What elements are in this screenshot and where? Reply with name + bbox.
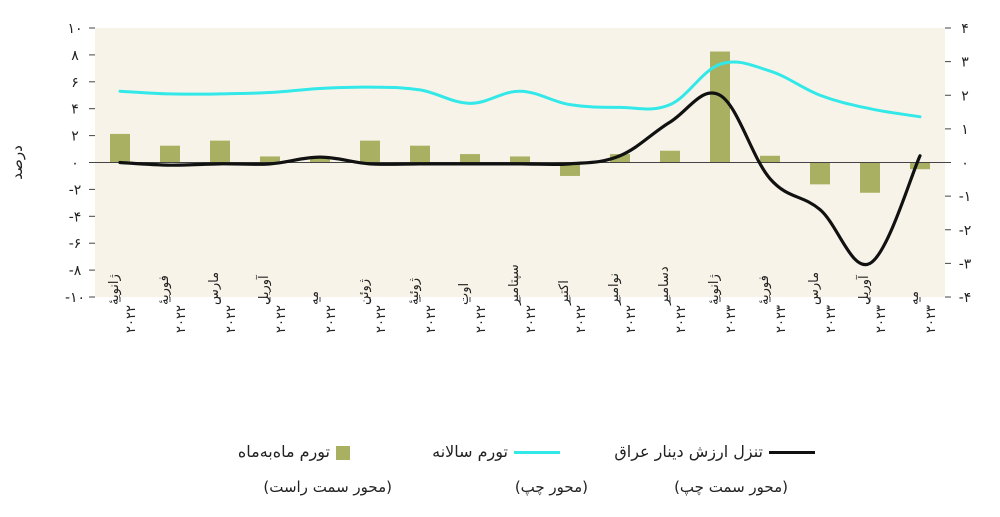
x-tick-month-9: اکتبر <box>557 280 572 306</box>
x-tick-year-10: ۲۰۲۲ <box>624 305 639 333</box>
right-tick-label-0: ۴ <box>961 21 969 37</box>
x-tick-month-6: ژوئیهٔ <box>407 278 422 305</box>
x-tick-month-5: ژوئن <box>357 279 372 305</box>
y-axis-label: درصد <box>8 145 26 180</box>
left-tick-label-8: -۶ <box>69 236 82 252</box>
x-tick-month-8: سپتامبر <box>507 264 522 306</box>
x-tick-month-4: مه <box>307 291 322 305</box>
bar-monthly-inflation-13 <box>760 155 780 163</box>
left-tick-label-7: -۴ <box>69 209 82 225</box>
bar-monthly-inflation-16 <box>910 162 930 170</box>
x-tick-label-13: فوریهٔ۲۰۲۳ <box>757 275 789 333</box>
bar-monthly-inflation-4 <box>310 156 330 163</box>
right-tick-label-6: -۲ <box>959 223 972 239</box>
x-tick-month-3: آوریل <box>255 274 272 305</box>
bar-monthly-inflation-6 <box>410 145 430 163</box>
bar-monthly-inflation-1 <box>160 145 180 163</box>
bar-monthly-inflation-2 <box>210 140 230 163</box>
left-tick-label-1: ۸ <box>71 48 79 64</box>
x-tick-month-7: اوت <box>457 283 472 305</box>
bar-monthly-inflation-15 <box>860 162 880 193</box>
left-tick-label-5: ۰ <box>71 156 79 172</box>
x-tick-year-15: ۲۰۲۳ <box>874 305 889 333</box>
right-tick-label-3: ۱ <box>961 122 969 138</box>
bar-monthly-inflation-8 <box>510 156 530 163</box>
bar-monthly-inflation-3 <box>260 156 280 163</box>
line-dinar-depreciation <box>118 91 922 267</box>
x-tick-month-13: فوریهٔ <box>757 275 772 305</box>
x-tick-year-7: ۲۰۲۲ <box>474 305 489 333</box>
left-tick-label-4: ۲ <box>71 129 79 145</box>
bar-monthly-inflation-10 <box>610 154 630 163</box>
right-tick-label-7: -۳ <box>959 256 972 272</box>
bar-monthly-inflation-7 <box>460 154 480 163</box>
bar-monthly-inflation-9 <box>560 162 580 176</box>
x-tick-year-9: ۲۰۲۲ <box>574 305 589 333</box>
x-tick-year-2: ۲۰۲۲ <box>224 305 239 333</box>
left-tick-label-10: -۱۰ <box>65 290 85 306</box>
x-tick-year-16: ۲۰۲۳ <box>924 305 939 333</box>
x-tick-year-3: ۲۰۲۲ <box>274 305 289 333</box>
right-tick-label-4: ۰ <box>961 156 969 172</box>
bar-monthly-inflation-11 <box>660 150 680 163</box>
right-tick-label-5: -۱ <box>959 189 972 205</box>
x-tick-year-11: ۲۰۲۲ <box>674 305 689 333</box>
x-tick-month-10: نوامبر <box>607 273 622 306</box>
right-tick-label-8: -۴ <box>959 290 972 306</box>
x-tick-year-13: ۲۰۲۳ <box>774 305 789 333</box>
x-tick-label-12: ژانویهٔ۲۰۲۳ <box>707 274 739 333</box>
line-annual-inflation <box>118 60 922 119</box>
x-tick-label-6: ژوئیهٔ۲۰۲۲ <box>407 278 439 333</box>
x-tick-year-14: ۲۰۲۳ <box>824 305 839 333</box>
x-tick-month-2: مارس <box>207 272 222 305</box>
left-tick-label-2: ۶ <box>71 75 79 91</box>
x-tick-month-14: مارس <box>807 272 822 305</box>
x-tick-year-1: ۲۰۲۲ <box>174 305 189 333</box>
right-tick-label-1: ۳ <box>961 55 969 71</box>
x-tick-year-5: ۲۰۲۲ <box>374 305 389 333</box>
bar-monthly-inflation-0 <box>110 133 130 163</box>
x-tick-label-0: ژانویهٔ۲۰۲۲ <box>107 274 139 333</box>
x-tick-year-4: ۲۰۲۲ <box>324 305 339 333</box>
x-tick-year-8: ۲۰۲۲ <box>524 305 539 333</box>
left-tick-label-9: -۸ <box>69 263 82 279</box>
x-tick-year-0: ۲۰۲۲ <box>124 305 139 333</box>
x-tick-month-0: ژانویهٔ <box>107 274 122 305</box>
x-tick-month-11: دسامبر <box>657 266 672 306</box>
bar-monthly-inflation-14 <box>810 162 830 185</box>
x-tick-month-1: فوریهٔ <box>157 275 172 305</box>
bar-monthly-inflation-5 <box>360 140 380 163</box>
x-tick-month-16: مه <box>907 291 922 305</box>
x-tick-year-12: ۲۰۲۳ <box>724 305 739 333</box>
x-tick-month-15: آوریل <box>855 274 872 305</box>
x-tick-month-12: ژانویهٔ <box>707 274 722 305</box>
x-tick-label-1: فوریهٔ۲۰۲۲ <box>157 275 189 333</box>
left-tick-label-6: -۲ <box>69 182 82 198</box>
left-tick-label-0: ۱۰ <box>67 21 82 37</box>
bar-monthly-inflation-12 <box>710 51 730 163</box>
x-tick-year-6: ۲۰۲۲ <box>424 305 439 333</box>
right-tick-label-2: ۲ <box>961 88 969 104</box>
left-tick-label-3: ۴ <box>71 102 79 118</box>
